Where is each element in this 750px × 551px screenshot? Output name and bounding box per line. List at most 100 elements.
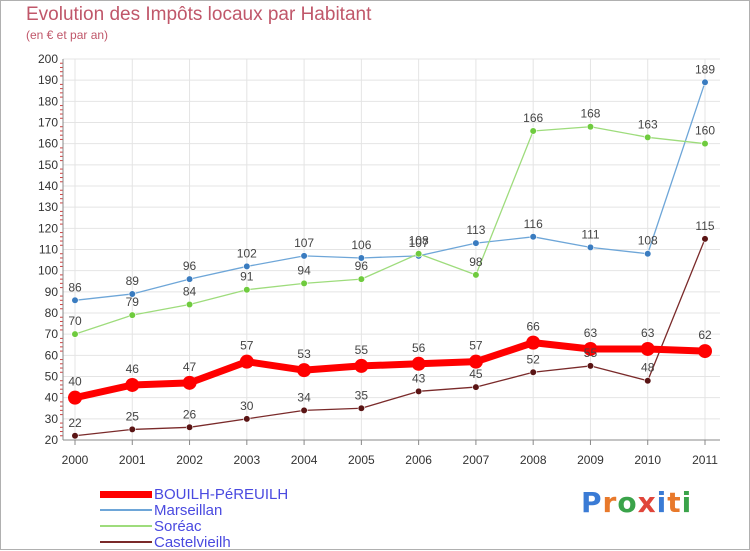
legend-label: BOUILH-PéREUILH [154,485,289,503]
chart-title: Evolution des Impôts locaux par Habitant [26,4,372,25]
legend-swatch [100,490,152,498]
logo-letter: t [667,486,682,519]
data-label: 46 [126,362,140,376]
legend-item-marseillan[interactable]: Marseillan [100,501,288,519]
data-label: 56 [412,341,426,355]
legend-item-soreac[interactable]: Soréac [100,518,288,535]
data-point [468,354,483,369]
data-point [472,239,480,247]
x-tick-label: 2011 [692,453,718,467]
data-label: 113 [466,223,485,237]
legend-label: Marseillan [154,501,223,519]
data-label: 89 [126,274,140,288]
y-tick-label: 110 [39,243,58,257]
logo-letter: i [681,486,693,519]
data-point [586,362,595,370]
data-point [125,377,140,392]
data-label: 96 [355,259,369,273]
y-tick-label: 140 [38,179,58,193]
x-tick-label: 2000 [62,453,89,467]
data-label: 22 [68,416,82,430]
data-label: 57 [469,339,483,353]
y-tick-label: 190 [38,73,58,87]
legend-item-castelvieilh[interactable]: Castelvieilh [100,533,288,551]
x-tick-label: 2005 [348,453,375,467]
logo-letter: o [617,486,638,519]
data-label: 107 [409,236,429,250]
data-label: 189 [695,62,715,76]
x-tick-label: 2006 [405,453,432,467]
x-tick-label: 2009 [577,453,604,467]
data-label: 107 [294,236,314,250]
data-point [415,387,423,395]
y-tick-label: 50 [45,370,59,384]
data-point [71,432,79,440]
data-label: 26 [183,407,197,421]
data-point [640,341,655,356]
data-label: 35 [355,388,369,402]
data-point [68,390,82,405]
x-tick-label: 2001 [119,453,146,467]
data-point [701,140,709,148]
x-tick-label: 2008 [520,453,547,467]
series-castelvieilh [71,235,709,440]
data-label: 57 [240,339,254,353]
data-point [243,262,251,271]
data-point [586,123,595,131]
y-tick-label: 70 [45,327,59,341]
data-label: 43 [412,371,426,385]
series-line [74,126,706,335]
x-tick-label: 2010 [634,453,661,467]
data-label: 163 [638,117,658,131]
data-label: 40 [68,375,82,389]
data-label: 53 [297,347,311,361]
data-point [357,254,365,262]
axes: 20 30 40 50 60 70 80 90 100 110 120 130 140 150 160 170… [38,52,720,467]
legend-item-bouilh-pereuilh[interactable]: BOUILH-PéREUILH [100,485,289,503]
data-point [586,243,595,251]
data-point [526,335,541,350]
data-point [357,404,365,412]
data-label: 45 [469,367,483,381]
data-label: 66 [527,320,541,334]
data-label: 62 [698,328,712,342]
data-labels: 40 46 47 57 53 55 56 57 66 63 63 62 86 89 96 102 107 106 1… [68,62,715,429]
data-label: 86 [68,280,82,294]
y-tick-label: 150 [38,158,58,172]
x-tick-label: 2003 [233,453,260,467]
data-label: 91 [240,270,254,284]
data-point [300,279,308,287]
x-tick-label: 2007 [463,453,490,467]
data-point [583,341,598,356]
data-point [698,344,712,359]
data-point [71,296,79,304]
series-bouilh-p-reuilh [68,335,712,405]
y-tick-label: 170 [38,116,58,130]
series-line [74,238,706,437]
y-tick-label: 80 [45,306,59,320]
chart-subtitle: (en € et par an) [26,28,109,42]
data-point [128,311,136,319]
data-label: 98 [469,255,483,269]
data-point [128,290,136,298]
data-point [644,133,652,141]
legend-label: Castelvieilh [154,533,231,551]
y-tick-label: 180 [38,94,58,108]
data-label: 160 [695,124,715,138]
legend-swatch [100,509,152,511]
data-label: 55 [355,343,369,357]
data-label: 116 [524,217,543,231]
data-point [357,275,365,283]
data-point [185,300,194,309]
data-label: 108 [638,234,658,248]
logo-letter: i [656,486,668,519]
data-point [300,406,308,414]
data-point [415,250,423,258]
x-tick-label: 2004 [291,453,318,467]
logo-letter: x [637,486,657,519]
y-tick-label: 160 [38,137,58,151]
data-label: 55 [584,346,598,360]
data-label: 63 [641,326,655,340]
